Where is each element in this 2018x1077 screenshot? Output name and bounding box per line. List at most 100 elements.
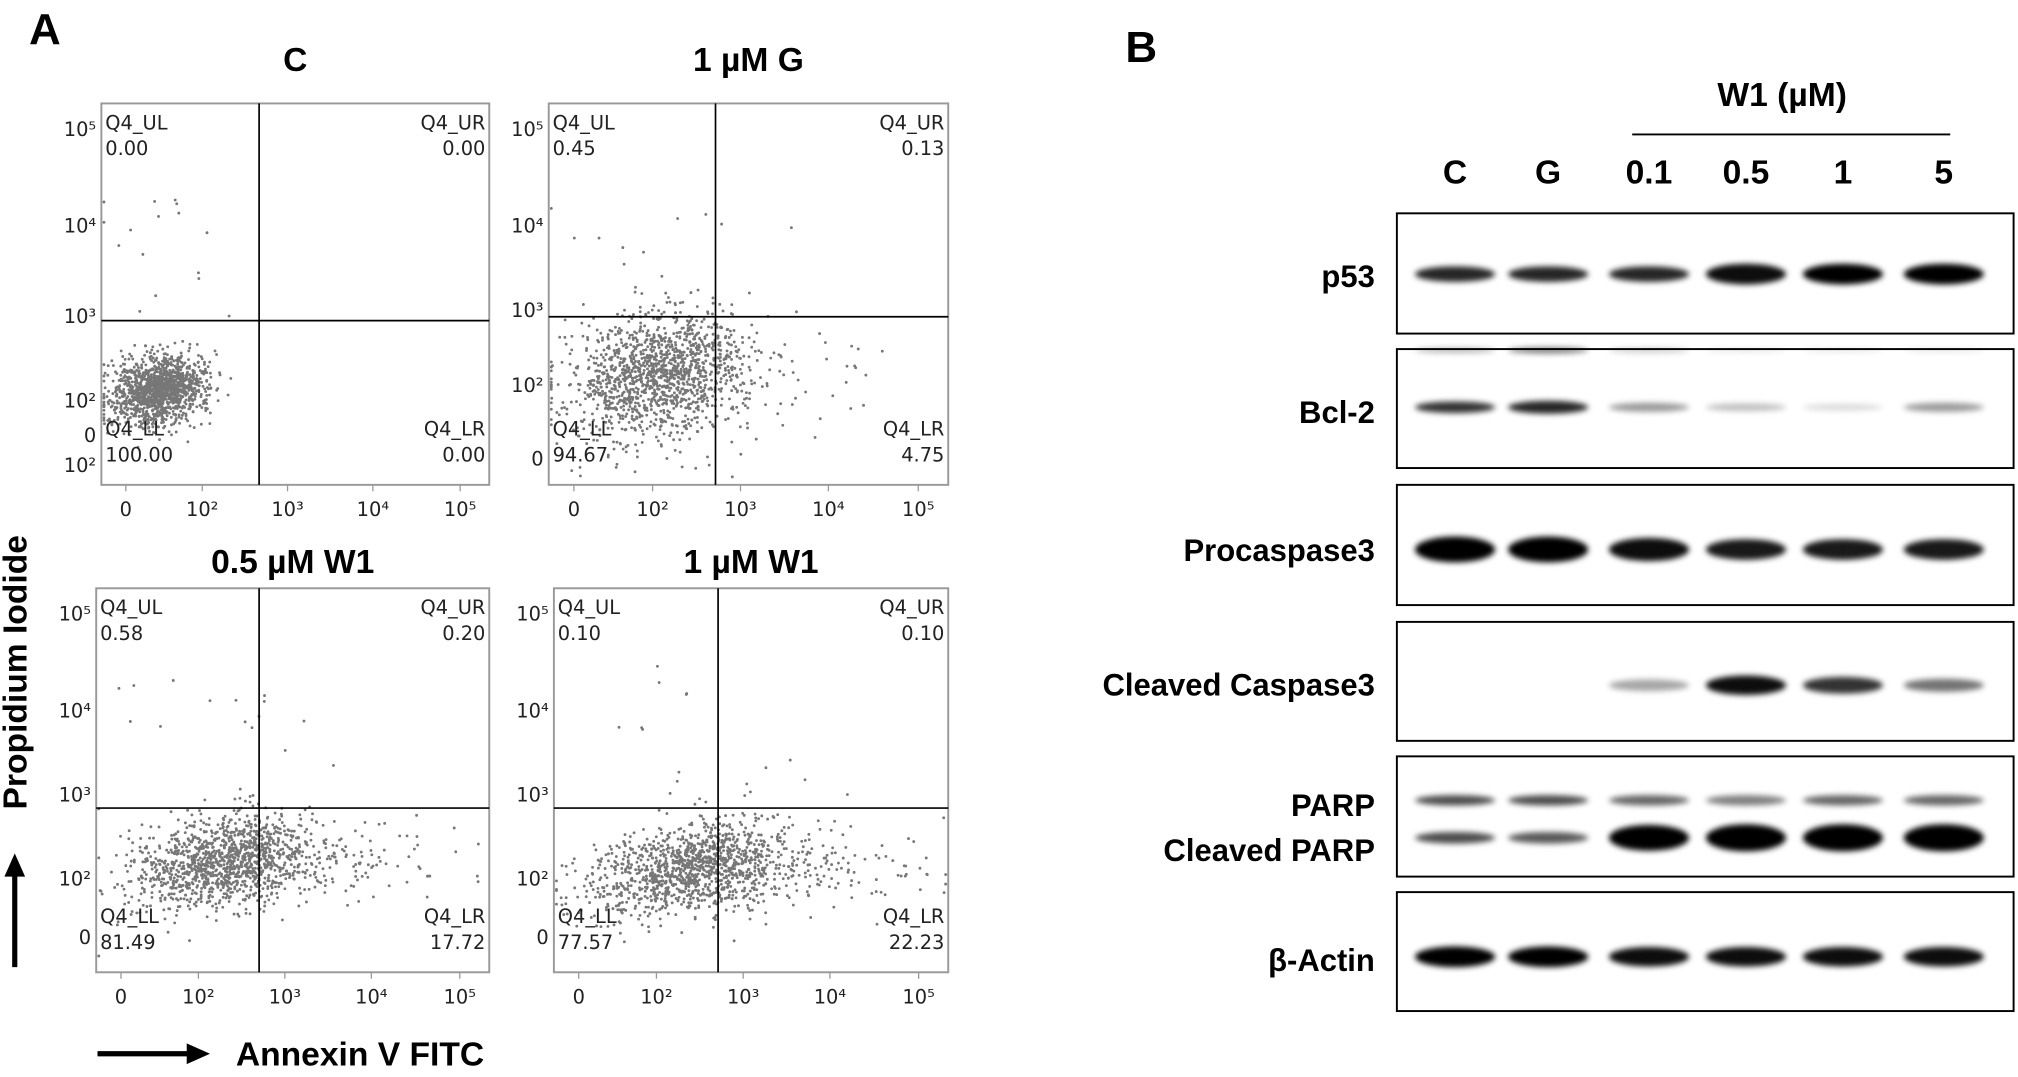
event-dot: [699, 326, 703, 329]
event-dot: [619, 881, 623, 885]
event-dot: [318, 861, 322, 865]
event-dot: [610, 367, 613, 371]
event-dot: [151, 425, 155, 429]
event-dot: [606, 426, 610, 430]
event-dot: [164, 411, 168, 415]
event-dot: [188, 407, 192, 411]
event-dot: [682, 350, 685, 354]
event-dot: [732, 340, 736, 344]
event-dot: [635, 331, 638, 335]
event-dot: [586, 383, 590, 387]
event-dot: [603, 401, 606, 405]
event-dot: [168, 357, 172, 361]
event-dot: [193, 845, 197, 849]
event-dot: [750, 382, 754, 386]
event-dot: [755, 359, 759, 362]
event-dot: [185, 378, 188, 382]
event-dot: [354, 869, 358, 873]
event-dot: [163, 861, 167, 865]
event-dot: [232, 857, 236, 860]
event-dot: [564, 902, 568, 906]
event-dot: [247, 842, 251, 845]
event-dot: [157, 425, 160, 429]
event-dot: [307, 887, 311, 891]
event-dot: [177, 413, 181, 417]
event-dot: [657, 318, 660, 322]
event-dot: [697, 408, 700, 412]
event-dot: [223, 855, 227, 859]
event-dot: [290, 855, 294, 859]
event-dot: [240, 846, 244, 849]
event-dot: [710, 388, 714, 391]
event-dot: [174, 832, 178, 836]
event-dot: [297, 870, 300, 874]
event-dot: [596, 388, 600, 391]
event-dot: [266, 860, 270, 864]
event-dot: [238, 796, 242, 800]
event-dot: [203, 798, 207, 802]
event-dot: [200, 873, 203, 877]
x-tick-label: 10³: [269, 985, 301, 1008]
event-dot: [722, 876, 726, 880]
event-dot: [158, 395, 162, 399]
event-dot: [106, 373, 110, 377]
event-dot: [204, 822, 208, 826]
event-dot: [217, 901, 221, 905]
event-dot: [169, 363, 173, 367]
event-dot: [268, 843, 272, 847]
event-dot: [139, 388, 143, 392]
event-dot: [184, 880, 188, 884]
y-tick-label: 10⁴: [511, 215, 544, 238]
event-dot: [837, 861, 840, 865]
event-dot: [668, 369, 672, 373]
event-dot: [717, 387, 721, 391]
event-dot: [161, 866, 165, 870]
event-dot: [193, 397, 197, 401]
event-dot: [378, 859, 382, 863]
event-dot: [633, 365, 637, 369]
event-dot: [693, 337, 697, 341]
event-dot: [705, 344, 709, 348]
event-dot: [724, 334, 728, 338]
event-dot: [123, 406, 127, 410]
event-dot: [564, 342, 568, 346]
event-dot: [158, 343, 162, 347]
event-dot: [695, 392, 699, 395]
event-dot: [253, 838, 257, 842]
event-dot: [581, 334, 585, 338]
event-dot: [405, 880, 409, 884]
event-dot: [706, 825, 710, 829]
event-dot: [657, 341, 661, 345]
event-dot: [686, 382, 690, 386]
event-dot: [760, 385, 764, 389]
x-tick-label: 10⁴: [812, 498, 845, 521]
event-dot: [631, 398, 635, 401]
event-dot: [645, 355, 649, 358]
event-dot: [686, 417, 690, 421]
event-dot: [790, 855, 794, 859]
event-dot: [129, 879, 133, 883]
event-dot: [605, 415, 609, 419]
event-dot: [132, 860, 136, 864]
event-dot: [730, 440, 734, 444]
event-dot: [170, 892, 173, 896]
event-dot: [735, 354, 739, 358]
event-dot: [178, 421, 182, 425]
event-dot: [137, 366, 140, 369]
event-dot: [862, 403, 865, 407]
event-dot: [152, 397, 156, 401]
event-dot: [327, 854, 331, 858]
event-dot: [192, 867, 196, 871]
event-dot: [263, 864, 267, 868]
event-dot: [692, 323, 696, 327]
event-dot: [714, 902, 718, 906]
event-dot: [756, 863, 760, 867]
event-dot: [203, 869, 207, 873]
event-dot: [132, 365, 136, 369]
event-dot: [146, 859, 149, 863]
event-dot: [196, 852, 200, 856]
event-dot: [674, 404, 678, 408]
event-dot: [668, 434, 672, 438]
event-dot: [152, 352, 156, 356]
event-dot: [140, 363, 144, 367]
